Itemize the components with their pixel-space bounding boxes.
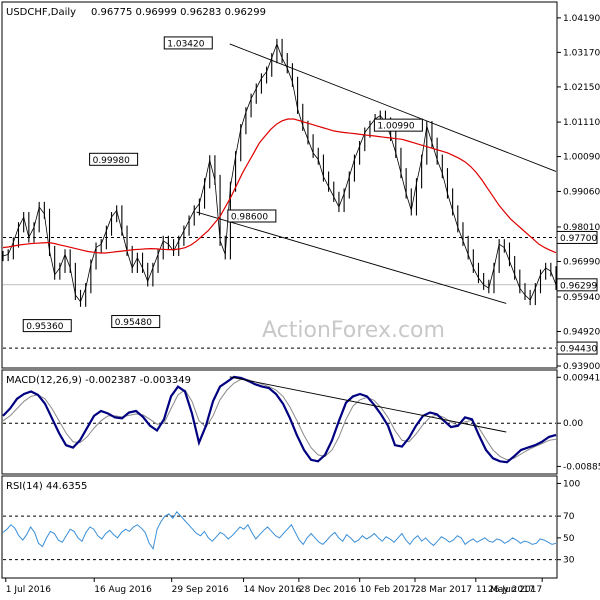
price-label: 1.03420 xyxy=(167,39,204,49)
rsi-title: RSI(14) 44.6355 xyxy=(6,481,87,492)
macd-line xyxy=(2,375,557,464)
x-tick-label: 28 Dec 2016 xyxy=(299,585,357,595)
price-label-box xyxy=(373,118,423,132)
macd-title: MACD(12,26,9) -0.002387 -0.003349 xyxy=(6,375,191,386)
level-label-box xyxy=(556,230,598,244)
level-label-box xyxy=(556,278,598,292)
x-tick-label: 29 Sep 2016 xyxy=(172,585,229,595)
price-y-tick-label: 0.96990 xyxy=(563,257,600,267)
macd-y-tick-label: 0.009411 xyxy=(563,373,600,383)
level-label-box xyxy=(556,341,598,355)
rsi-y-tick-label: 50 xyxy=(563,534,575,544)
price-y-tick-label: 0.93900 xyxy=(563,362,600,372)
price-label-box xyxy=(227,209,277,223)
x-tick-label: 28 Mar 2017 xyxy=(415,585,472,595)
price-trendline xyxy=(196,211,507,304)
macd-signal-line xyxy=(2,378,557,461)
watermark: ActionForex.com xyxy=(262,318,445,343)
price-y-tick-label: 1.04190 xyxy=(563,14,600,24)
price-label: 0.98600 xyxy=(231,212,268,222)
rsi-panel-frame xyxy=(1,475,558,579)
x-tick-label: 10 Feb 2017 xyxy=(360,585,416,595)
price-label-box xyxy=(163,36,213,50)
rsi-y-tick-label: 70 xyxy=(563,512,575,522)
price-y-tick-label: 0.99060 xyxy=(563,187,600,197)
rsi-y-tick-label: 100 xyxy=(563,479,580,489)
macd-layer: MACD(12,26,9) -0.002387 -0.003349 xyxy=(2,375,557,464)
price-y-tick-label: 1.03170 xyxy=(563,48,600,58)
price-series-line xyxy=(2,42,557,303)
price-label-box xyxy=(89,152,139,166)
x-tick-label: 1 Jul 2016 xyxy=(6,585,51,595)
price-panel-frame xyxy=(1,1,558,369)
macd-trendline xyxy=(229,376,507,433)
chart-symbol: USDCHF,Daily xyxy=(6,7,76,18)
chart-ohlc: 0.96775 0.96999 0.96283 0.96299 xyxy=(91,7,266,18)
price-label: 0.95360 xyxy=(26,322,63,332)
moving-average-line xyxy=(2,118,557,254)
price-y-tick-label: 1.00090 xyxy=(563,153,600,163)
price-label-box xyxy=(22,319,72,333)
macd-y-tick-label: 0.00 xyxy=(563,419,583,429)
level-label: 0.94430 xyxy=(560,345,597,355)
x-tick-label: 11 May 2017 xyxy=(476,585,535,595)
x-tick-label: 16 Aug 2016 xyxy=(94,585,152,595)
level-label: 0.96299 xyxy=(560,281,597,291)
rsi-layer: RSI(14) 44.6355 xyxy=(2,481,557,561)
price-layer: 1.03420 1.00990 0.99980 0.98600 0.95360 0.954… xyxy=(2,36,557,349)
price-y-tick-label: 0.94920 xyxy=(563,327,600,337)
axis-layer: 1.04190 1.03170 1.02150 1.01110 1.00090 0.990… xyxy=(5,14,600,595)
rsi-line xyxy=(2,510,557,551)
price-label: 0.95480 xyxy=(115,318,152,328)
x-tick-label: 26 Jun 2017 xyxy=(488,585,542,595)
price-y-tick-label: 1.01110 xyxy=(563,118,600,128)
price-y-tick-label: 0.98010 xyxy=(563,223,600,233)
rsi-y-tick-label: 30 xyxy=(563,556,575,566)
price-label-box xyxy=(111,315,161,329)
price-y-tick-label: 1.02150 xyxy=(563,83,600,93)
macd-y-tick-label: -0.008852 xyxy=(563,462,600,472)
price-label: 1.00990 xyxy=(377,122,414,132)
price-y-tick-label: 0.95940 xyxy=(563,293,600,303)
x-tick-label: 14 Nov 2016 xyxy=(244,585,302,595)
level-label: 0.97700 xyxy=(560,234,597,244)
price-label: 0.99980 xyxy=(93,156,130,166)
price-trendline xyxy=(229,43,557,172)
